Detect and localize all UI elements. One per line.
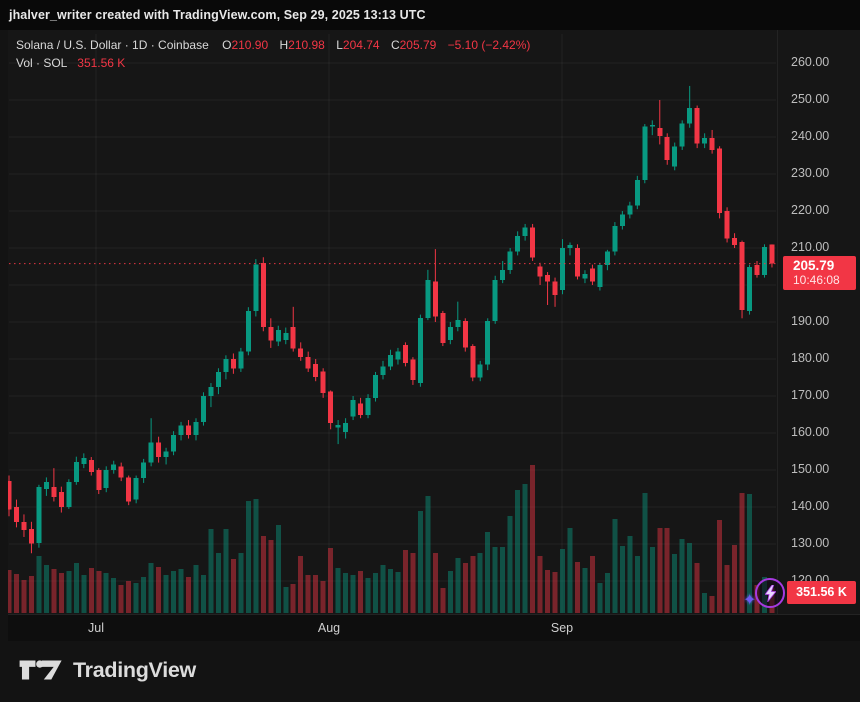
price-axis[interactable]: 260.00250.00240.00230.00220.00210.00200.…	[777, 30, 860, 614]
lightning-bolt-icon	[764, 584, 776, 602]
time-tick-label: Jul	[88, 621, 104, 635]
symbol-title[interactable]: Solana / U.S. Dollar · 1D · Coinbase	[16, 38, 209, 52]
legend-symbol-row: Solana / U.S. Dollar · 1D · Coinbase O21…	[16, 36, 530, 54]
tradingview-logo[interactable]: TradingView	[18, 653, 196, 687]
price-tick-label: 160.00	[791, 425, 830, 439]
price-tick-label: 210.00	[791, 240, 830, 254]
ohlc-high: H210.98	[279, 38, 325, 52]
volume-label[interactable]: Vol · SOL	[16, 56, 67, 70]
legend-volume-row: Vol · SOL 351.56 K	[16, 54, 530, 72]
legend: Solana / U.S. Dollar · 1D · Coinbase O21…	[16, 36, 530, 72]
price-tick-label: 250.00	[791, 92, 830, 106]
ohlc-open: O210.90	[222, 38, 269, 52]
ohlc-low: L204.74	[336, 38, 380, 52]
price-tick-label: 130.00	[791, 536, 830, 550]
price-tick-label: 220.00	[791, 203, 830, 217]
ohlc-close: C205.79	[390, 38, 437, 52]
sparkle-icon: ✦	[743, 592, 757, 609]
price-tick-label: 230.00	[791, 166, 830, 180]
tradingview-wordmark: TradingView	[73, 657, 196, 682]
price-tick-label: 180.00	[791, 351, 830, 365]
price-tick-label: 170.00	[791, 388, 830, 402]
price-tick-label: 260.00	[791, 55, 830, 69]
volume-value: 351.56 K	[77, 56, 126, 70]
bar-countdown: 10:46:08	[793, 273, 840, 287]
time-tick-label: Aug	[317, 621, 341, 635]
attribution-bar: jhalver_writer created with TradingView.…	[0, 0, 860, 30]
candlestick-chart[interactable]	[8, 30, 777, 614]
time-tick-label: Sep	[550, 621, 574, 635]
last-price-value: 205.79	[793, 258, 835, 273]
flash-marker-icon[interactable]	[755, 578, 785, 608]
price-tick-label: 140.00	[791, 499, 830, 513]
volume-badge: 351.56 K	[787, 581, 856, 604]
price-tick-label: 150.00	[791, 462, 830, 476]
tradingview-mark-icon	[19, 660, 62, 680]
time-axis[interactable]: Jul Aug Sep	[8, 614, 860, 641]
last-price-badge: 205.79 10:46:08	[783, 256, 856, 290]
chart-panel	[8, 30, 860, 641]
attribution-text: jhalver_writer created with TradingView.…	[9, 8, 426, 22]
change-value: −5.10 (−2.42%)	[447, 38, 531, 52]
price-tick-label: 240.00	[791, 129, 830, 143]
price-tick-label: 190.00	[791, 314, 830, 328]
